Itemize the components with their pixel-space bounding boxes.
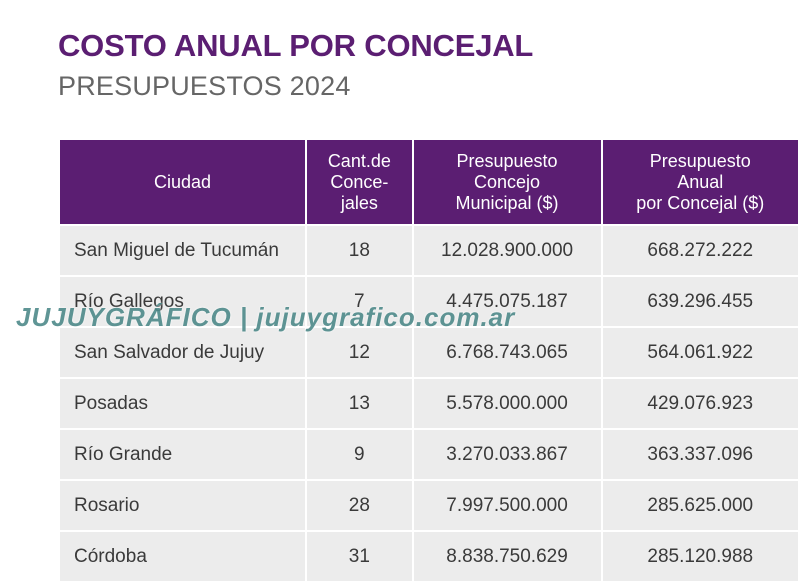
column-header-cantidad-concejales: Cant.de Conce- jales [307, 140, 412, 224]
cell-presupuesto-concejo: 7.997.500.000 [413, 481, 601, 530]
cell-presupuesto-por-concejal: 639.296.455 [602, 277, 798, 326]
cell-presupuesto-por-concejal: 285.120.988 [602, 532, 798, 581]
cell-presupuesto-por-concejal: 668.272.222 [602, 226, 798, 275]
cell-presupuesto-por-concejal: 285.625.000 [602, 481, 798, 530]
cell-presupuesto-concejo: 8.838.750.629 [413, 532, 601, 581]
cell-cantidad-concejales: 31 [307, 532, 412, 581]
cell-ciudad: Rosario [60, 481, 306, 530]
column-header-ciudad: Ciudad [60, 140, 306, 224]
page-title: COSTO ANUAL POR CONCEJAL [58, 28, 534, 63]
cell-ciudad: Río Gallegos [60, 277, 306, 326]
table-row: Río Grande 9 3.270.033.867 363.337.096 [60, 430, 798, 479]
table-row: San Salvador de Jujuy 12 6.768.743.065 564.… [60, 328, 798, 377]
budget-table: Ciudad Cant.de Conce- jales Presupuesto … [58, 138, 800, 583]
cell-ciudad: Río Grande [60, 430, 306, 479]
cell-cantidad-concejales: 12 [307, 328, 412, 377]
cell-cantidad-concejales: 28 [307, 481, 412, 530]
cell-presupuesto-por-concejal: 564.061.922 [602, 328, 798, 377]
cell-cantidad-concejales: 18 [307, 226, 412, 275]
watermark-text: JUJUYGRÁFICO | jujuygrafico.com.ar [16, 302, 516, 332]
cell-presupuesto-concejo: 6.768.743.065 [413, 328, 601, 377]
cell-cantidad-concejales: 7 [307, 277, 412, 326]
table-body: San Miguel de Tucumán 18 12.028.900.000 668… [60, 226, 798, 581]
cell-cantidad-concejales: 9 [307, 430, 412, 479]
table-header-row: Ciudad Cant.de Conce- jales Presupuesto … [60, 140, 798, 224]
column-header-presupuesto-concejo: Presupuesto Concejo Municipal ($) [413, 140, 601, 224]
cell-presupuesto-concejo: 3.270.033.867 [413, 430, 601, 479]
cell-presupuesto-por-concejal: 363.337.096 [602, 430, 798, 479]
table-row: Río Gallegos 7 4.475.075.187 639.296.455 [60, 277, 798, 326]
cell-ciudad: Posadas [60, 379, 306, 428]
cell-presupuesto-concejo: 4.475.075.187 [413, 277, 601, 326]
cell-presupuesto-concejo: 5.578.000.000 [413, 379, 601, 428]
page-subtitle: PRESUPUESTOS 2024 [58, 71, 351, 101]
table-row: Posadas 13 5.578.000.000 429.076.923 [60, 379, 798, 428]
cell-cantidad-concejales: 13 [307, 379, 412, 428]
column-header-presupuesto-por-concejal: Presupuesto Anual por Concejal ($) [602, 140, 798, 224]
cell-ciudad: Córdoba [60, 532, 306, 581]
table-row: Rosario 28 7.997.500.000 285.625.000 [60, 481, 798, 530]
cell-presupuesto-concejo: 12.028.900.000 [413, 226, 601, 275]
cell-ciudad: San Salvador de Jujuy [60, 328, 306, 377]
cell-ciudad: San Miguel de Tucumán [60, 226, 306, 275]
table-row: Córdoba 31 8.838.750.629 285.120.988 [60, 532, 798, 581]
table-row: San Miguel de Tucumán 18 12.028.900.000 668… [60, 226, 798, 275]
cell-presupuesto-por-concejal: 429.076.923 [602, 379, 798, 428]
